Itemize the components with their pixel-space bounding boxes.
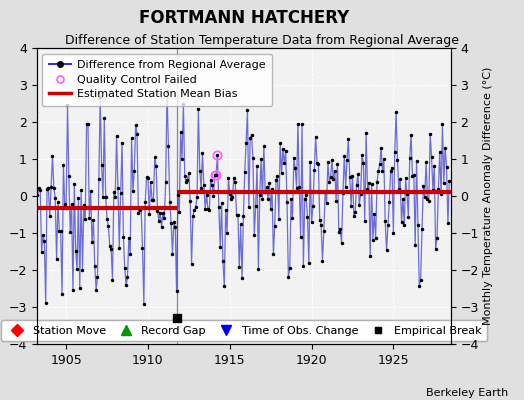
Y-axis label: Monthly Temperature Anomaly Difference (°C): Monthly Temperature Anomaly Difference (… [483, 67, 493, 325]
Legend: Station Move, Record Gap, Time of Obs. Change, Empirical Break: Station Move, Record Gap, Time of Obs. C… [1, 320, 487, 342]
Text: Berkeley Earth: Berkeley Earth [426, 388, 508, 398]
Title: FORTMANN HATCHERY: FORTMANN HATCHERY [138, 9, 349, 27]
Text: Difference of Station Temperature Data from Regional Average: Difference of Station Temperature Data f… [65, 34, 459, 47]
